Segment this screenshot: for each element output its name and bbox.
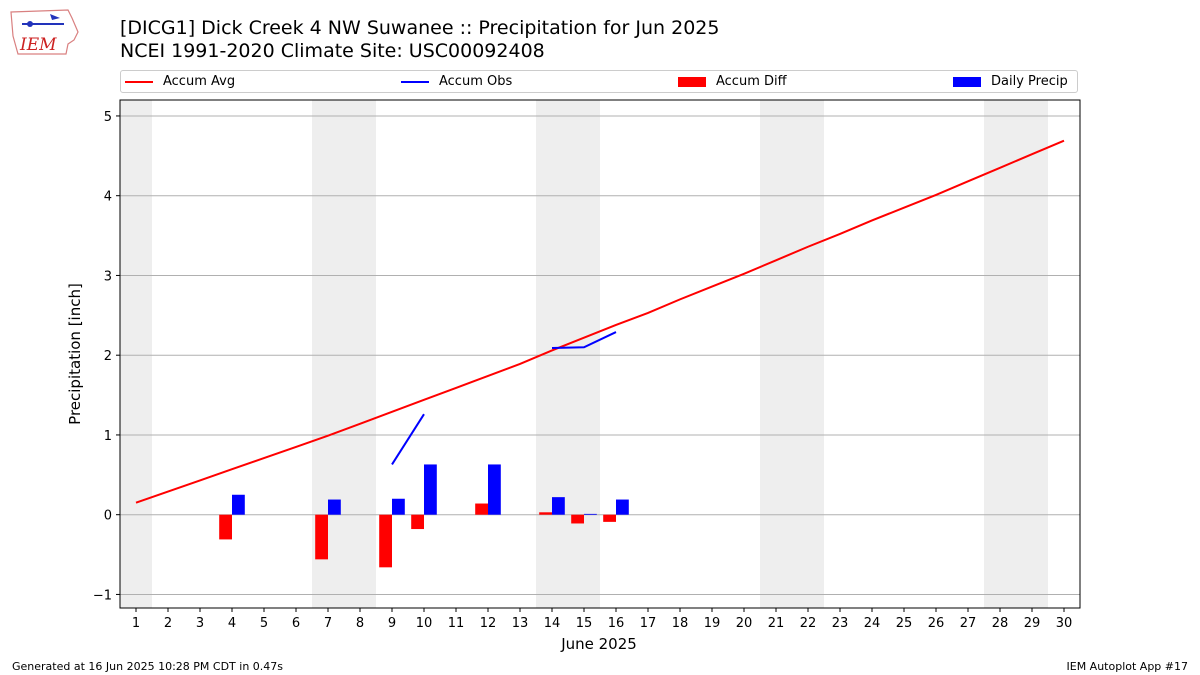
footer-app-id: IEM Autoplot App #17 xyxy=(1066,660,1189,673)
legend-label: Accum Avg xyxy=(163,74,236,89)
x-tick-label: 14 xyxy=(544,616,561,631)
x-tick-label: 23 xyxy=(832,616,849,631)
daily-precip-bar xyxy=(328,499,341,515)
y-tick-label: 3 xyxy=(104,269,112,284)
x-tick-label: 19 xyxy=(704,616,721,631)
logo-text: IEM xyxy=(19,35,57,55)
weekend-shade xyxy=(536,100,568,608)
legend-swatch xyxy=(953,76,981,87)
daily-precip-bar xyxy=(584,513,597,515)
legend-item-accum-obs: Accum Obs xyxy=(401,71,512,92)
x-tick-label: 22 xyxy=(800,616,817,631)
weekend-shade xyxy=(984,100,1016,608)
accum-obs-line xyxy=(391,413,425,465)
legend-label: Accum Diff xyxy=(716,74,787,89)
accum-diff-bar xyxy=(219,514,232,540)
legend-swatch xyxy=(125,80,153,83)
x-tick-label: 18 xyxy=(672,616,689,631)
legend-label: Accum Obs xyxy=(439,74,513,89)
legend: Accum Avg Accum Obs Accum Diff Daily Pre… xyxy=(120,70,1078,93)
y-tick-label: 0 xyxy=(104,509,112,524)
x-tick-label: 21 xyxy=(768,616,785,631)
x-tick-label: 25 xyxy=(896,616,913,631)
x-tick-label: 8 xyxy=(356,616,364,631)
accum-diff-bar xyxy=(571,514,584,524)
iowa-outline-shape xyxy=(10,9,79,55)
x-tick-label: 15 xyxy=(576,616,593,631)
daily-precip-bar xyxy=(392,498,405,515)
x-tick-label: 20 xyxy=(736,616,753,631)
x-tick-label: 16 xyxy=(608,616,625,631)
x-tick-label: 30 xyxy=(1056,616,1073,631)
x-tick-label: 7 xyxy=(324,616,332,631)
daily-precip-bar xyxy=(424,464,437,515)
y-tick-label: 5 xyxy=(104,110,112,125)
daily-precip-bar xyxy=(616,499,629,515)
legend-item-accum-diff: Accum Diff xyxy=(678,71,787,92)
weekend-shade xyxy=(1016,100,1048,608)
x-axis-label: June 2025 xyxy=(560,635,637,653)
y-tick-label: 4 xyxy=(104,190,112,205)
x-tick-label: 2 xyxy=(164,616,172,631)
weekend-shade xyxy=(568,100,600,608)
x-tick-label: 11 xyxy=(448,616,465,631)
y-tick-label: −1 xyxy=(93,588,112,603)
weekend-shade xyxy=(120,100,152,608)
legend-item-daily-precip: Daily Precip xyxy=(953,71,1068,92)
daily-precip-bar xyxy=(488,464,501,515)
accum-diff-bar xyxy=(475,503,488,515)
accum-diff-bar xyxy=(379,514,392,568)
accum-diff-bar xyxy=(603,514,616,522)
weekend-shade xyxy=(344,100,376,608)
iem-logo: IEM xyxy=(10,9,79,55)
x-tick-label: 29 xyxy=(1024,616,1041,631)
legend-swatch xyxy=(678,76,706,87)
legend-label: Daily Precip xyxy=(991,74,1068,89)
accum-obs-line xyxy=(551,331,617,350)
accum-avg-line xyxy=(135,139,1065,504)
accum-diff-bar xyxy=(315,514,328,560)
legend-swatch xyxy=(401,80,429,83)
accum-diff-bar xyxy=(539,512,552,515)
x-tick-label: 26 xyxy=(928,616,945,631)
x-tick-label: 10 xyxy=(416,616,433,631)
x-tick-label: 5 xyxy=(260,616,268,631)
daily-precip-bar xyxy=(232,494,245,515)
daily-precip-bar xyxy=(552,497,565,515)
legend-item-accum-avg: Accum Avg xyxy=(125,71,235,92)
weekend-shade xyxy=(312,100,344,608)
x-tick-label: 9 xyxy=(388,616,396,631)
footer-generated: Generated at 16 Jun 2025 10:28 PM CDT in… xyxy=(12,660,284,673)
y-axis-label: Precipitation [inch] xyxy=(66,283,84,425)
y-tick-label: 1 xyxy=(104,429,112,444)
plot-frame xyxy=(119,99,1081,609)
x-tick-label: 24 xyxy=(864,616,881,631)
y-tick-label: 2 xyxy=(104,349,112,364)
x-tick-label: 27 xyxy=(960,616,977,631)
weekend-shade xyxy=(760,100,792,608)
x-tick-label: 1 xyxy=(132,616,140,631)
x-tick-label: 28 xyxy=(992,616,1009,631)
x-tick-label: 4 xyxy=(228,616,236,631)
chart-subtitle: NCEI 1991-2020 Climate Site: USC00092408 xyxy=(120,40,545,62)
x-tick-label: 6 xyxy=(292,616,300,631)
x-tick-label: 17 xyxy=(640,616,657,631)
x-tick-label: 3 xyxy=(196,616,204,631)
x-tick-label: 13 xyxy=(512,616,529,631)
accum-diff-bar xyxy=(411,514,424,530)
chart-title: [DICG1] Dick Creek 4 NW Suwanee :: Preci… xyxy=(120,17,720,39)
x-tick-label: 12 xyxy=(480,616,497,631)
weekend-shade xyxy=(792,100,824,608)
